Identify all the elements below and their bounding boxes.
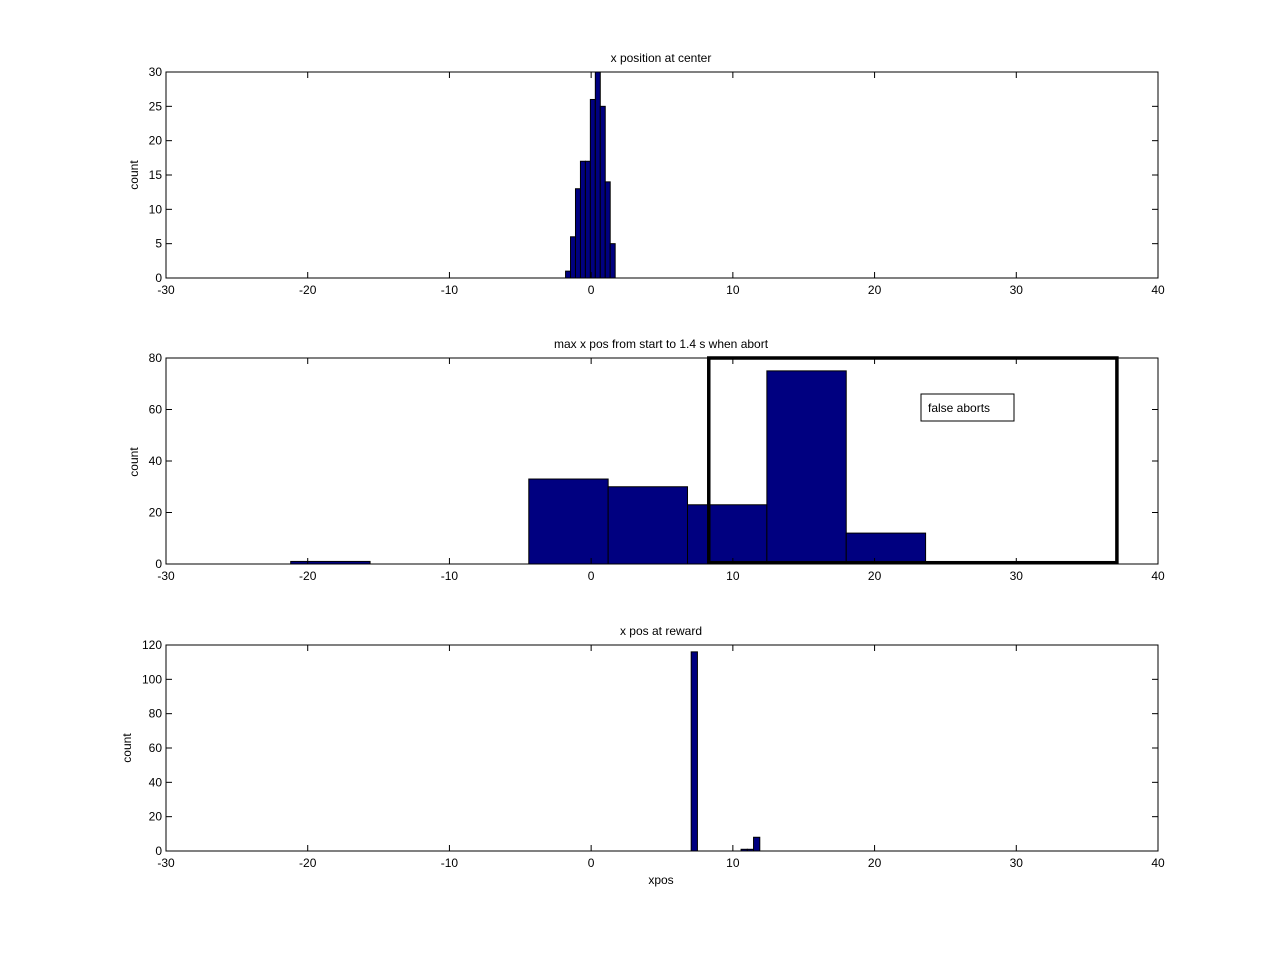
x-tick-label: 20	[868, 569, 882, 583]
x-tick-label: -10	[441, 856, 459, 870]
subplot-title: max x pos from start to 1.4 s when abort	[554, 337, 769, 351]
textbox-frame	[920, 393, 1015, 422]
histogram-bar	[607, 486, 689, 565]
annotation-text: false aborts	[928, 401, 990, 415]
x-tick-label: -20	[299, 569, 317, 583]
histogram-bar	[579, 160, 586, 279]
x-tick-label: -30	[157, 569, 175, 583]
x-tick-label: -20	[299, 856, 317, 870]
y-tick-label: 20	[149, 134, 163, 148]
histogram-bar	[570, 236, 576, 279]
histogram-bar	[690, 651, 698, 852]
x-tick-label: 20	[868, 856, 882, 870]
x-tick-label: 0	[588, 283, 595, 297]
y-tick-label: 60	[149, 403, 163, 417]
y-tick-label: 20	[149, 810, 163, 824]
x-tick-label: 30	[1010, 283, 1024, 297]
y-tick-label: 0	[155, 844, 162, 858]
x-tick-label: 40	[1151, 856, 1165, 870]
histogram-bar	[609, 243, 616, 279]
x-tick-label: 0	[588, 856, 595, 870]
histogram-bar	[589, 98, 596, 279]
y-tick-label: 15	[149, 168, 163, 182]
axes: -30 -20 -10 0 10 20 30 40 0 5 10 15 20 25 30	[149, 65, 1165, 297]
histogram-bar	[599, 105, 606, 279]
x-tick-label: 10	[726, 856, 740, 870]
x-tick-label: -10	[441, 569, 459, 583]
histogram-bar	[687, 504, 768, 565]
histogram-bar	[574, 188, 581, 279]
y-tick-label: 60	[149, 741, 163, 755]
y-tick-label: 120	[142, 638, 162, 652]
y-tick-label: 20	[149, 506, 163, 520]
x-tick-label: -30	[157, 283, 175, 297]
subplot-title: x position at center	[611, 51, 712, 65]
histogram-bar	[565, 270, 572, 279]
subplot-x-position-at-center: x position at center count -30 -20 -10 0 10 2…	[127, 51, 1165, 297]
x-tick-label: -20	[299, 283, 317, 297]
y-tick-label: 25	[149, 99, 163, 113]
histogram-bar	[604, 181, 611, 279]
x-tick-label: 10	[726, 283, 740, 297]
histogram-bar	[584, 160, 591, 279]
x-tick-label: 30	[1010, 569, 1024, 583]
y-tick-label: 40	[149, 454, 163, 468]
y-axis-label: count	[120, 733, 134, 763]
subplot-max-x-pos-abort: max x pos from start to 1.4 s when abort…	[127, 337, 1165, 583]
y-axis-label: count	[127, 160, 141, 190]
axes: -30 -20 -10 0 10 20 30 40 0 20 40 60 80 100 120	[142, 638, 1165, 870]
x-axis-label: xpos	[648, 873, 673, 887]
x-tick-label: 0	[588, 569, 595, 583]
y-tick-label: 0	[155, 557, 162, 571]
y-tick-label: 30	[149, 65, 163, 79]
x-tick-label: 30	[1010, 856, 1024, 870]
histogram-bar	[594, 71, 601, 279]
x-tick-label: 40	[1151, 283, 1165, 297]
bars	[290, 370, 927, 565]
y-tick-label: 80	[149, 707, 163, 721]
y-tick-label: 0	[155, 271, 162, 285]
axes: -30 -20 -10 0 10 20 30 40 0 20 40 60 80	[149, 351, 1165, 583]
x-tick-label: 20	[868, 283, 882, 297]
histogram-bar	[753, 836, 761, 852]
histogram-bar	[766, 370, 847, 565]
y-tick-label: 5	[155, 237, 162, 251]
y-tick-label: 40	[149, 775, 163, 789]
false-aborts-textbox: false aborts	[920, 393, 1015, 422]
histogram-bar	[528, 478, 609, 565]
y-tick-label: 10	[149, 202, 163, 216]
highlight-rectangle	[707, 356, 1119, 565]
y-tick-label: 80	[149, 351, 163, 365]
y-tick-label: 100	[142, 672, 162, 686]
x-tick-label: -30	[157, 856, 175, 870]
subplot-x-pos-at-reward: x pos at reward count xpos -30 -20 -10 0 10 2…	[120, 624, 1165, 887]
y-axis-label: count	[127, 447, 141, 477]
x-tick-label: 40	[1151, 569, 1165, 583]
histogram-bar	[845, 532, 927, 565]
bars	[565, 71, 616, 279]
subplot-title: x pos at reward	[620, 624, 702, 638]
x-tick-label: -10	[441, 283, 459, 297]
x-tick-label: 10	[726, 569, 740, 583]
